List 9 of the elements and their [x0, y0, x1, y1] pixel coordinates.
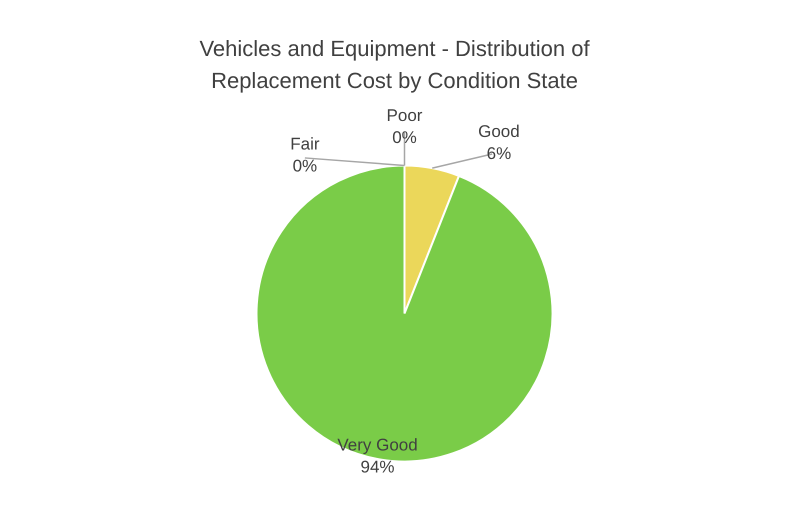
- slice-label: Good: [478, 122, 520, 142]
- text: 0%: [392, 128, 417, 147]
- data-label: 94%: [360, 457, 395, 476]
- data-label: 6%: [486, 144, 512, 164]
- category-label: Poor: [386, 106, 422, 125]
- chart-title: Vehicles and Equipment - Distribution of Replacement Cost by Condition State: [199, 36, 590, 93]
- category-label: Fair: [290, 134, 320, 154]
- text: 0%: [292, 156, 318, 176]
- slice-label: Very Good: [337, 435, 418, 454]
